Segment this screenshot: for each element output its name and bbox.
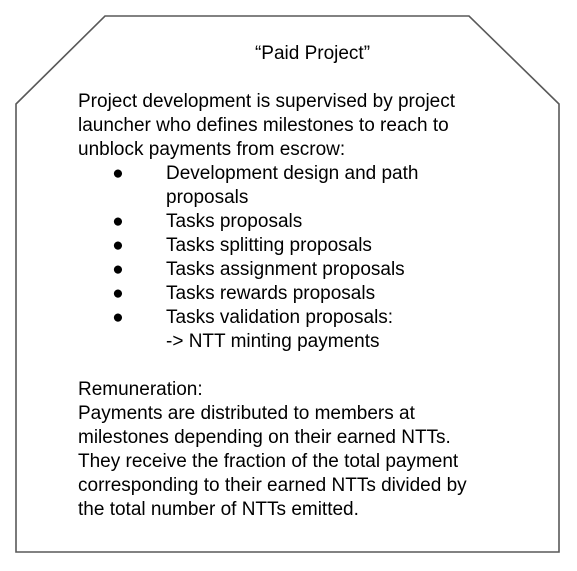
list-item-text: Tasks proposals	[166, 211, 303, 232]
list-item: ● Tasks validation proposals: -> NTT min…	[78, 306, 548, 354]
bullet-icon: ●	[112, 259, 124, 280]
remuneration-section: Remuneration: Payments are distributed t…	[78, 378, 548, 522]
list-item-text: Tasks validation proposals:	[166, 307, 394, 328]
remuneration-heading: Remuneration:	[78, 379, 203, 400]
list-item-text: Tasks assignment proposals	[166, 259, 405, 280]
intro-line: launcher who defines milestones to reach…	[78, 115, 449, 136]
card-title: “Paid Project”	[254, 43, 371, 64]
bullet-icon: ●	[112, 235, 124, 256]
intro-line: Project development is supervised by pro…	[78, 91, 456, 112]
bullet-icon: ●	[112, 283, 124, 304]
list-item-text: proposals	[166, 187, 249, 208]
paragraph-spacer	[78, 354, 548, 378]
card-border	[15, 15, 560, 553]
intro-paragraph: Project development is supervised by pro…	[78, 90, 548, 162]
proposal-list: ● Development design and path proposals …	[78, 162, 548, 354]
list-item: ● Tasks proposals	[78, 210, 548, 234]
remuneration-line: They receive the fraction of the total p…	[78, 451, 459, 472]
list-item: ● Tasks rewards proposals	[78, 282, 548, 306]
list-item-text: Tasks splitting proposals	[166, 235, 372, 256]
list-item: ● Tasks splitting proposals	[78, 234, 548, 258]
list-item: ● Development design and path proposals	[78, 162, 548, 210]
list-item: ● Tasks assignment proposals	[78, 258, 548, 282]
remuneration-line: corresponding to their earned NTTs divid…	[78, 475, 467, 496]
bullet-icon: ●	[112, 211, 124, 232]
remuneration-line: milestones depending on their earned NTT…	[78, 427, 451, 448]
bullet-icon: ●	[112, 307, 124, 328]
bullet-icon: ●	[112, 163, 124, 184]
remuneration-line: the total number of NTTs emitted.	[78, 499, 359, 520]
remuneration-line: Payments are distributed to members at	[78, 403, 415, 424]
list-item-text: Development design and path	[166, 163, 419, 184]
card-body: Project development is supervised by pro…	[78, 90, 548, 522]
list-item-text: -> NTT minting payments	[166, 331, 380, 352]
intro-line: unblock payments from escrow:	[78, 139, 346, 160]
list-item-text: Tasks rewards proposals	[166, 283, 376, 304]
